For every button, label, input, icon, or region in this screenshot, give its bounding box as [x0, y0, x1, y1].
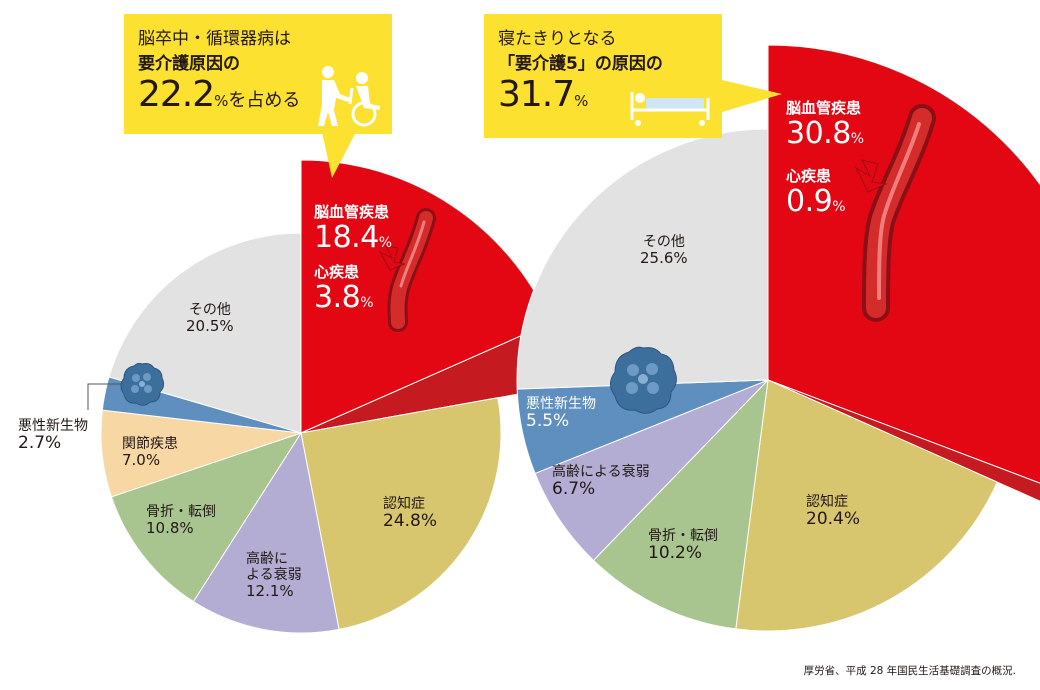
- label-value: 18.4%: [314, 221, 392, 256]
- value-number: 0.9: [786, 184, 833, 220]
- label-name: 心疾患: [314, 263, 360, 281]
- label-heart-right: 心疾患 0.9%: [786, 167, 846, 220]
- label-joint-left: 関節疾患 7.0%: [122, 436, 178, 469]
- callout-suffix: を占める: [228, 90, 301, 111]
- label-value: 10.2%: [648, 543, 703, 564]
- label-name: 認知症: [806, 494, 848, 510]
- label-fracture-right: 骨折・転倒 10.2%: [648, 528, 718, 564]
- label-name: 高齢による衰弱: [552, 464, 650, 480]
- label-value: 20.5%: [186, 317, 234, 336]
- pie-slice: [192, 431, 340, 634]
- label-name: よる衰弱: [246, 567, 302, 584]
- tumor-cell-icon: [610, 346, 677, 414]
- label-name: 関節疾患: [122, 436, 178, 452]
- label-name: 心疾患: [786, 167, 832, 185]
- label-name: その他: [188, 302, 231, 318]
- label-cerebrovascular-left: 脳血管疾患 18.4%: [314, 203, 392, 256]
- label-cerebrovascular-right: 脳血管疾患 30.8%: [786, 99, 864, 152]
- label-dementia-left: 認知症 24.8%: [383, 496, 437, 532]
- callout-right-pointer: [722, 80, 782, 112]
- label-name: 高齢に: [246, 551, 288, 567]
- callout-unit: %: [214, 92, 229, 110]
- label-frailty-left: 高齢に よる衰弱 12.1%: [246, 551, 302, 600]
- callout-value-line: 31.7%: [498, 74, 589, 115]
- value-number: 30.8: [786, 116, 851, 152]
- callout-line1: 寝たきりとなる: [498, 29, 617, 49]
- hospital-bed-icon: [630, 92, 710, 126]
- value-unit: %: [832, 199, 846, 216]
- callout-left: 脳卒中・循環器病は 要介護原因の 22.2%を占める: [124, 14, 392, 134]
- callout-value: 31.7: [498, 74, 575, 115]
- callout-line2: 「要介護5」の原因の: [498, 54, 663, 74]
- label-cancer-right: 悪性新生物 5.5%: [526, 396, 596, 432]
- pie-slice: [735, 379, 998, 632]
- label-value: 30.8%: [786, 117, 864, 152]
- label-value: 25.6%: [640, 249, 688, 268]
- leader-line: [87, 383, 122, 410]
- source-note: 厚労省、平成 28 年国民生活基礎調査の概況.: [803, 665, 1016, 677]
- callout-line1: 脳卒中・循環器病は: [138, 29, 291, 49]
- label-value: 5.5%: [526, 411, 570, 432]
- label-name: 認知症: [383, 496, 425, 512]
- blood-vessel-icon: [378, 208, 436, 332]
- callout-unit: %: [574, 92, 589, 110]
- label-fracture-left: 骨折・転倒 10.8%: [146, 504, 216, 537]
- label-heart-left: 心疾患 3.8%: [314, 263, 374, 316]
- label-name: 悪性新生物: [526, 396, 596, 412]
- wheelchair-care-icon: [318, 66, 380, 127]
- label-name: 脳血管疾患: [786, 99, 862, 117]
- value-number: 18.4: [314, 220, 379, 256]
- label-name: 骨折・転倒: [146, 504, 216, 520]
- value-number: 3.8: [314, 280, 361, 316]
- label-name: その他: [642, 234, 685, 250]
- label-value: 7.0%: [122, 451, 161, 470]
- callout-line2: 要介護原因の: [138, 54, 240, 74]
- blood-vessel-icon: [854, 104, 936, 322]
- pie-slice: [110, 432, 303, 603]
- pie-chart-right: [516, 44, 1040, 632]
- callout-right: 寝たきりとなる 「要介護5」の原因の 31.7%: [484, 14, 722, 138]
- label-value: 2.7%: [18, 433, 62, 454]
- label-value: 12.1%: [246, 582, 294, 601]
- pie-slice: [767, 44, 1040, 484]
- label-value: 3.8%: [314, 280, 374, 316]
- tumor-cell-icon: [120, 362, 165, 406]
- value-unit: %: [378, 235, 392, 252]
- label-cancer-left: 悪性新生物 2.7%: [18, 418, 88, 454]
- label-name: 脳血管疾患: [314, 203, 390, 221]
- label-value: 0.9%: [786, 184, 846, 220]
- pie-slice: [300, 397, 502, 630]
- label-value: 10.8%: [146, 519, 194, 538]
- label-dementia-right: 認知症 20.4%: [806, 494, 860, 530]
- pie-slice: [592, 378, 769, 630]
- label-other-left: その他 20.5%: [186, 302, 234, 335]
- callout-value: 22.2: [138, 74, 215, 115]
- label-name: 骨折・転倒: [648, 528, 718, 544]
- label-value: 24.8%: [383, 511, 438, 532]
- value-unit: %: [360, 295, 374, 312]
- label-other-right: その他 25.6%: [640, 234, 688, 267]
- label-value: 6.7%: [552, 479, 596, 500]
- label-value: 20.4%: [806, 509, 861, 530]
- value-unit: %: [850, 131, 864, 148]
- label-frailty-right: 高齢による衰弱 6.7%: [552, 464, 650, 500]
- callout-value-line: 22.2%を占める: [138, 74, 301, 115]
- callout-left-pointer: [322, 132, 356, 178]
- label-name: 悪性新生物: [18, 418, 88, 434]
